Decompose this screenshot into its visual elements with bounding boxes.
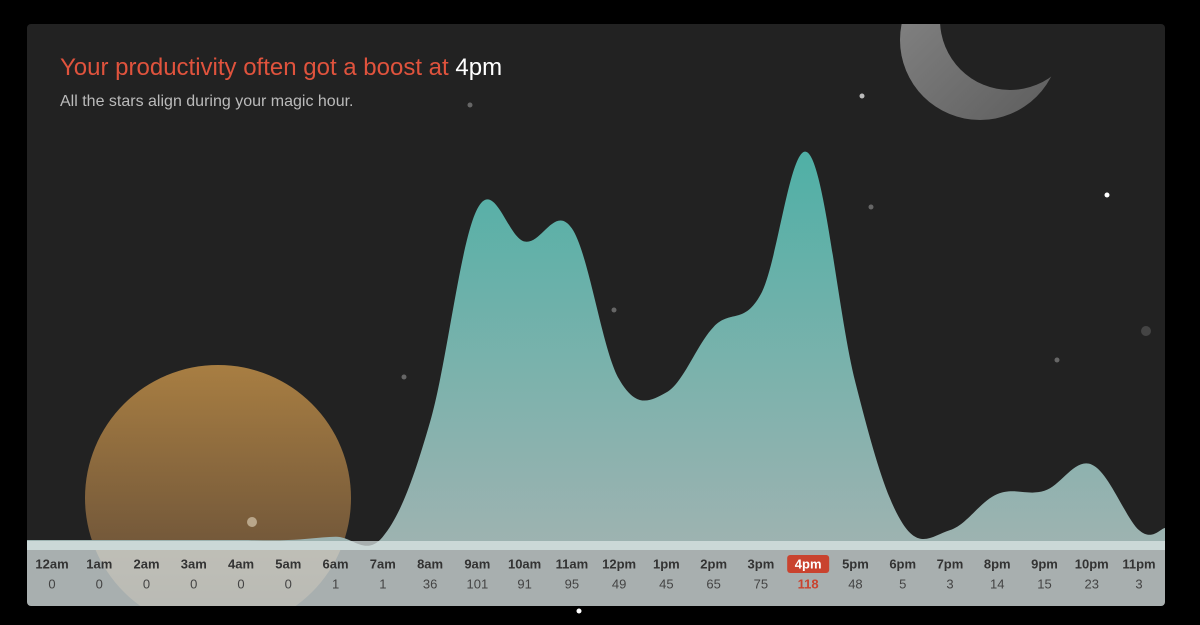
x-tick-label: 1am bbox=[86, 556, 112, 571]
x-tick-label: 10pm bbox=[1075, 556, 1109, 571]
x-tick-label: 5am bbox=[275, 556, 301, 571]
x-tick-label: 3am bbox=[181, 556, 207, 571]
value-label: 1 bbox=[332, 576, 339, 591]
value-label: 75 bbox=[754, 576, 768, 591]
x-tick-label: 8am bbox=[417, 556, 443, 571]
page-dot bbox=[576, 608, 582, 614]
x-tick-label: 8pm bbox=[984, 556, 1011, 571]
value-label: 48 bbox=[848, 576, 862, 591]
highlight-badge bbox=[787, 555, 830, 573]
x-tick-label: 4am bbox=[228, 556, 254, 571]
value-label: 0 bbox=[143, 576, 150, 591]
x-tick-label: 7pm bbox=[937, 556, 964, 571]
x-tick-label: 9pm bbox=[1031, 556, 1058, 571]
value-label: 0 bbox=[190, 576, 197, 591]
value-label: 3 bbox=[1135, 576, 1142, 591]
value-label: 1 bbox=[379, 576, 386, 591]
value-label: 95 bbox=[565, 576, 579, 591]
title-highlight: 4pm bbox=[455, 54, 502, 81]
stars bbox=[401, 93, 1151, 380]
value-label: 0 bbox=[285, 576, 292, 591]
x-tick-label: 12pm bbox=[602, 556, 636, 571]
value-label: 65 bbox=[706, 576, 720, 591]
value-label: 23 bbox=[1085, 576, 1099, 591]
x-tick-label: 3pm bbox=[748, 556, 775, 571]
x-tick-label: 12am bbox=[35, 556, 68, 571]
value-label: 3 bbox=[946, 576, 953, 591]
x-tick-label: 4pm bbox=[795, 556, 822, 571]
value-label: 0 bbox=[96, 576, 103, 591]
value-label: 0 bbox=[237, 576, 244, 591]
x-tick-label: 7am bbox=[370, 556, 396, 571]
chart-subtitle: All the stars align during your magic ho… bbox=[60, 93, 353, 110]
value-label: 101 bbox=[466, 576, 488, 591]
x-tick-label: 2am bbox=[134, 556, 160, 571]
value-label: 118 bbox=[798, 576, 819, 591]
x-tick-label: 1pm bbox=[653, 556, 680, 571]
star bbox=[247, 517, 257, 527]
x-tick-label: 6am bbox=[323, 556, 349, 571]
value-label: 14 bbox=[990, 576, 1004, 591]
value-label: 15 bbox=[1037, 576, 1051, 591]
moon bbox=[900, 24, 1060, 120]
x-tick-label: 5pm bbox=[842, 556, 869, 571]
value-label: 36 bbox=[423, 576, 437, 591]
x-tick-label: 2pm bbox=[700, 556, 727, 571]
x-tick-label: 11pm bbox=[1122, 556, 1155, 571]
x-tick-label: 6pm bbox=[889, 556, 916, 571]
area bbox=[27, 151, 1165, 550]
value-label: 45 bbox=[659, 576, 673, 591]
x-tick-label: 10am bbox=[508, 556, 541, 571]
label-strip bbox=[27, 541, 1165, 606]
x-tick-label: 11am bbox=[556, 556, 589, 571]
value-label: 91 bbox=[517, 576, 531, 591]
value-label: 0 bbox=[48, 576, 55, 591]
value-label: 49 bbox=[612, 576, 626, 591]
x-tick-label: 9am bbox=[464, 556, 490, 571]
value-label: 5 bbox=[899, 576, 906, 591]
chart-title: Your productivity often got a boost at 4… bbox=[60, 54, 502, 81]
